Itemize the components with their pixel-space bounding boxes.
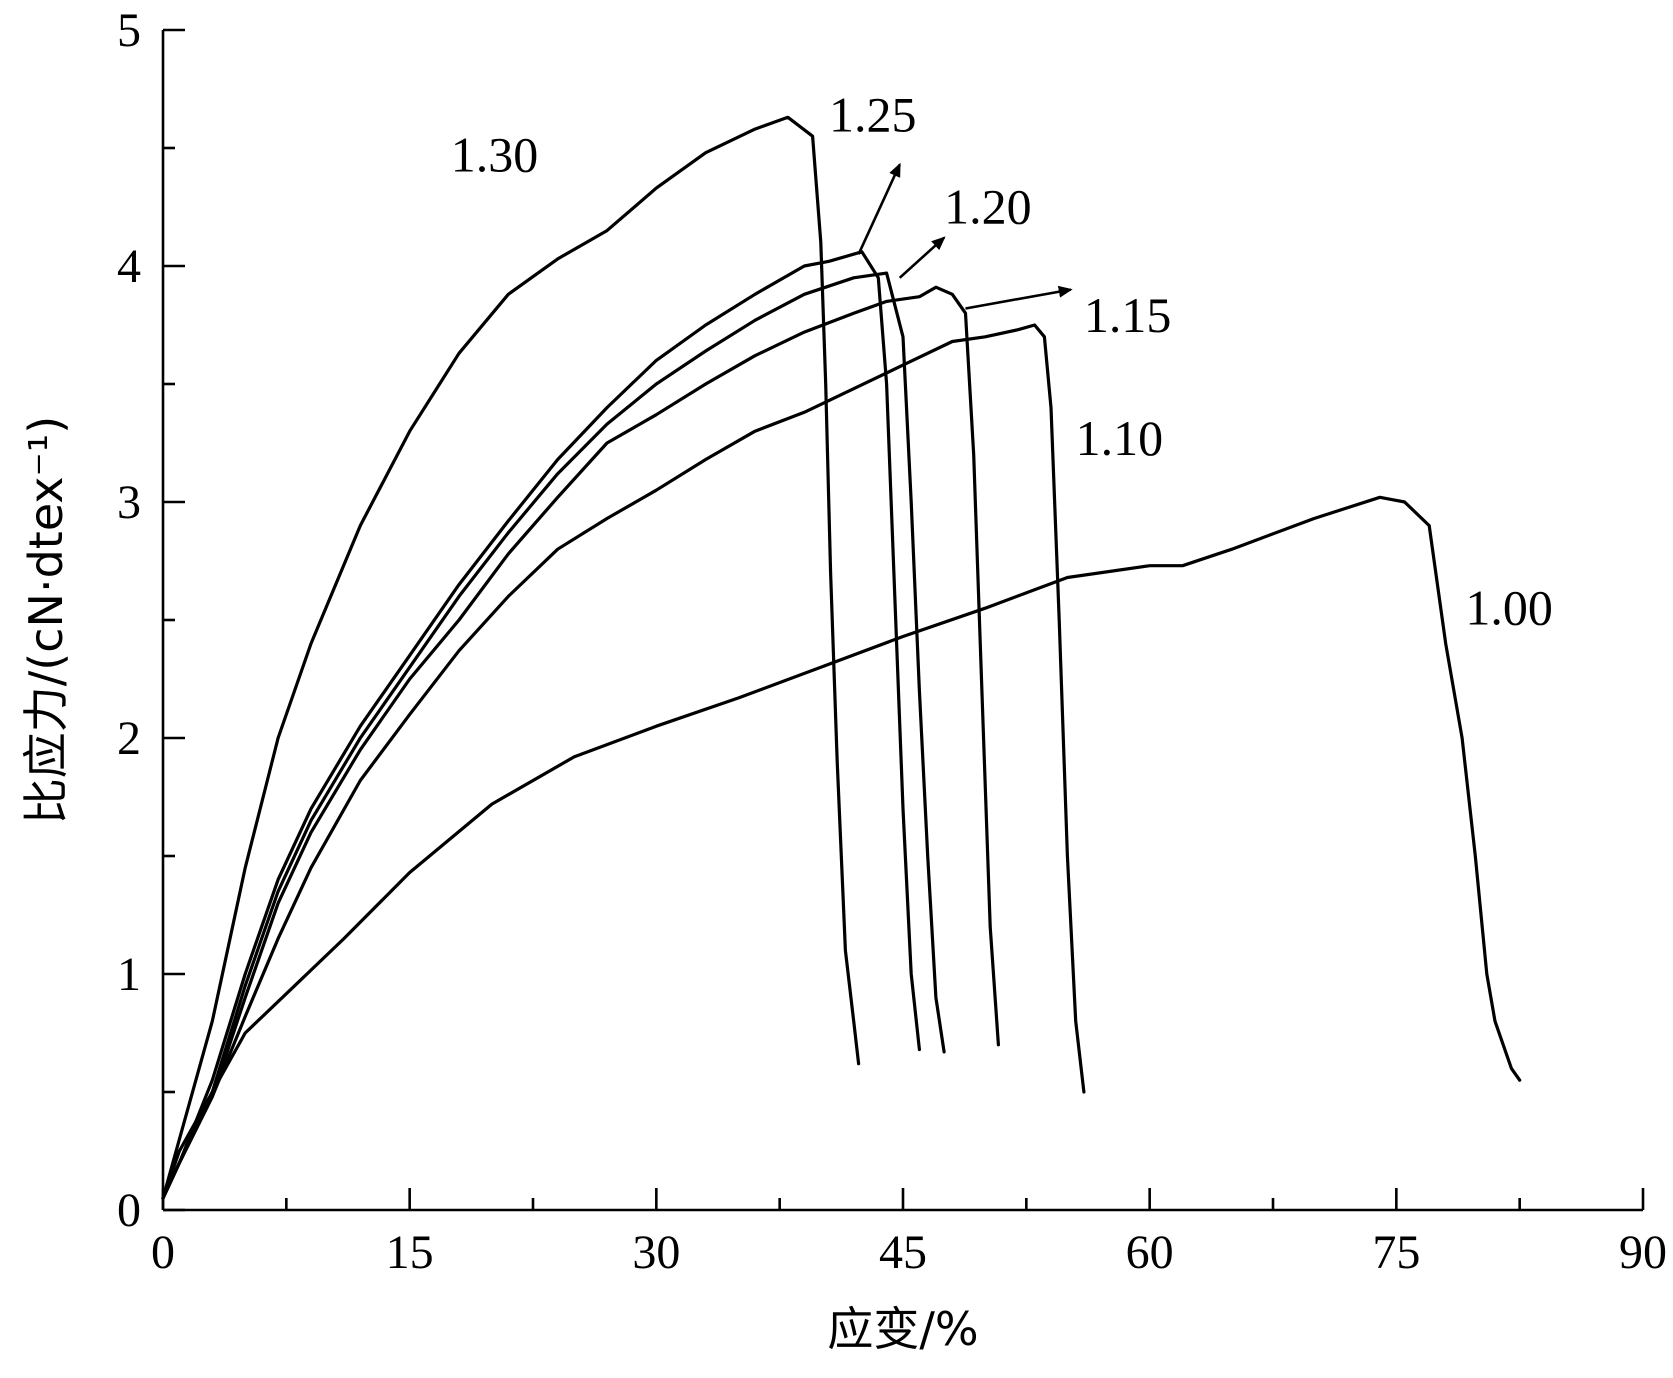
- label-arrows: [857, 162, 1073, 310]
- series-label-1-25: 1.25: [829, 86, 917, 142]
- series-label-1-30: 1.30: [451, 127, 539, 183]
- series-label-1-15: 1.15: [1084, 287, 1172, 343]
- y-axis-title: 比应力/(cN·dtex⁻¹): [19, 416, 73, 824]
- x-tick-label: 45: [879, 1226, 927, 1279]
- x-tick-label: 30: [632, 1226, 680, 1279]
- x-tick-label: 15: [386, 1226, 434, 1279]
- x-tick-label: 75: [1372, 1226, 1420, 1279]
- curves: [161, 115, 1522, 1200]
- x-axis-title: 应变/%: [827, 1302, 978, 1356]
- x-tick-label: 90: [1619, 1226, 1667, 1279]
- series-labels: 1.30 1.25 1.20 1.15 1.10 1.00: [451, 86, 1553, 635]
- series-line-1-15: [161, 285, 1000, 1200]
- y-tick-label: 5: [117, 4, 141, 57]
- y-tick-label: 1: [117, 948, 141, 1001]
- series-label-1-20: 1.20: [944, 179, 1032, 235]
- y-tick-label: 0: [117, 1184, 141, 1237]
- y-tick-label: 3: [117, 476, 141, 529]
- series-line-1-25: [161, 250, 921, 1200]
- x-tick-label: 60: [1126, 1226, 1174, 1279]
- series-line-1-20: [161, 271, 946, 1200]
- arrow-1-20: [898, 236, 946, 279]
- arrow-1-15: [965, 285, 1073, 310]
- arrow-1-25: [857, 162, 901, 255]
- series-label-1-00: 1.00: [1465, 580, 1553, 636]
- y-tick-label: 4: [117, 240, 141, 293]
- series-line-1-30: [161, 115, 861, 1200]
- series-line-1-00: [161, 495, 1522, 1200]
- series-label-1-10: 1.10: [1076, 410, 1164, 466]
- x-axis-ticks: 0 15 30 45 60 75 90: [151, 1188, 1667, 1279]
- y-tick-label: 2: [117, 712, 141, 765]
- series-line-1-10: [161, 323, 1086, 1200]
- x-tick-label: 0: [151, 1226, 175, 1279]
- y-axis-ticks: 0 1 2 3 4 5: [117, 4, 185, 1237]
